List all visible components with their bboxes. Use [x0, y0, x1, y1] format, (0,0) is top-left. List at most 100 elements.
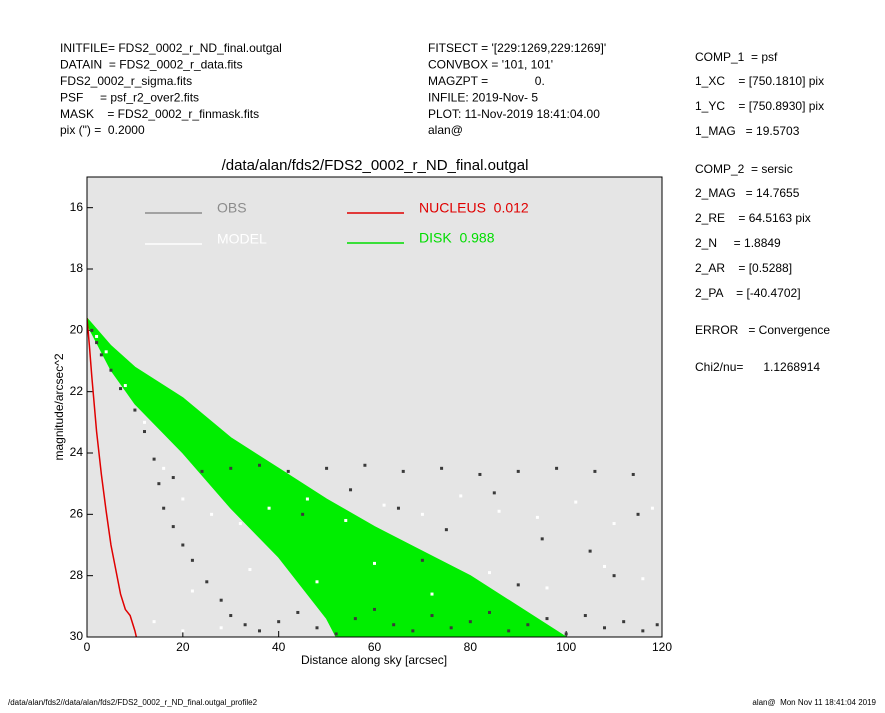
data-point	[258, 629, 261, 633]
data-point	[229, 466, 233, 470]
data-point	[162, 506, 166, 510]
data-point	[190, 558, 194, 562]
data-point	[171, 525, 175, 529]
data-point	[449, 626, 453, 630]
data-point	[162, 466, 166, 470]
fit-parameter: COMP_2 = sersic	[695, 162, 793, 176]
data-point	[334, 632, 338, 636]
y-axis-label: magnitude/arcsec^2	[52, 353, 66, 460]
fit-parameter: 2_AR = [0.5288]	[695, 261, 792, 275]
footer-right: alan@ Mon Nov 11 18:41:04 2019	[752, 698, 876, 707]
data-point	[373, 607, 376, 611]
data-point	[420, 512, 424, 516]
data-point	[219, 626, 223, 630]
fit-parameter: COMP_1 = psf	[695, 50, 778, 64]
y-tick-label: 30	[70, 629, 84, 643]
data-point	[363, 463, 367, 467]
data-point	[392, 623, 396, 627]
header-left-line: INITFILE= FDS2_0002_r_ND_final.outgal	[60, 41, 282, 55]
fit-parameter: ERROR = Convergence	[695, 323, 830, 337]
fit-parameter: Chi2/nu= 1.1268914	[695, 360, 820, 374]
header-middle-line: MAGZPT = 0.	[428, 74, 545, 88]
data-point	[152, 457, 156, 461]
fit-parameter: 2_MAG = 14.7655	[695, 186, 800, 200]
data-point	[526, 623, 530, 627]
data-point	[301, 512, 305, 516]
data-point	[325, 466, 329, 470]
header-left-line: FDS2_0002_r_sigma.fits	[60, 74, 192, 88]
data-point	[540, 537, 544, 541]
data-point	[574, 500, 578, 504]
data-point	[411, 629, 415, 633]
data-point	[488, 571, 491, 575]
legend-label: NUCLEUS 0.012	[419, 200, 529, 216]
data-point	[373, 561, 376, 565]
data-point	[430, 614, 434, 618]
data-point	[545, 586, 549, 590]
data-point	[497, 509, 501, 513]
profile-band	[87, 317, 568, 637]
x-axis-label: Distance along sky [arcsec]	[301, 653, 447, 667]
header-middle-line: INFILE: 2019-Nov- 5	[428, 90, 538, 104]
header-left-line: MASK = FDS2_0002_r_finmask.fits	[60, 107, 259, 121]
data-point	[396, 506, 400, 510]
data-point	[181, 629, 185, 633]
data-point	[109, 368, 113, 372]
data-point	[95, 334, 99, 338]
data-point	[459, 494, 463, 498]
data-point	[181, 543, 185, 547]
fit-parameter: 1_YC = [750.8930] pix	[695, 99, 824, 113]
data-point	[181, 497, 185, 501]
header-left-line: pix (") = 0.2000	[60, 123, 145, 137]
data-point	[603, 564, 606, 568]
data-point	[588, 549, 592, 553]
footer-left: /data/alan/fds2//data/alan/fds2/FDS2_000…	[8, 698, 258, 707]
data-point	[143, 430, 146, 434]
y-tick-label: 26	[70, 507, 84, 521]
profile-line	[87, 318, 138, 637]
data-point	[219, 598, 223, 602]
data-point	[104, 350, 108, 354]
fit-parameter: 2_PA = [-40.4702]	[695, 286, 801, 300]
x-tick-label: 20	[176, 640, 190, 654]
data-point	[90, 328, 94, 332]
x-tick-label: 0	[84, 640, 91, 654]
legend-label: MODEL	[217, 231, 267, 247]
legend-label: OBS	[217, 200, 247, 216]
data-point	[622, 620, 626, 624]
data-point	[444, 528, 448, 532]
data-point	[143, 420, 146, 424]
data-point	[133, 408, 137, 412]
header-left-line: DATAIN = FDS2_0002_r_data.fits	[60, 58, 243, 72]
data-point	[401, 469, 405, 473]
fit-parameter: 2_N = 1.8849	[695, 236, 781, 250]
data-point	[636, 512, 640, 516]
data-point	[631, 472, 635, 476]
data-point	[190, 589, 194, 593]
fit-parameter: 2_RE = 64.5163 pix	[695, 211, 811, 225]
data-point	[200, 469, 204, 473]
data-point	[171, 476, 175, 480]
data-point	[353, 617, 357, 621]
data-point	[277, 620, 281, 624]
data-point	[349, 488, 353, 492]
x-tick-label: 120	[652, 640, 672, 654]
fit-parameter: 1_MAG = 19.5703	[695, 124, 800, 138]
header-middle-line: CONVBOX = '101, 101'	[428, 58, 553, 72]
data-point	[157, 482, 161, 486]
data-point	[382, 503, 386, 507]
data-point	[478, 472, 482, 476]
data-point	[238, 522, 242, 526]
header-middle-line: alan@	[428, 123, 463, 137]
data-point	[205, 580, 209, 584]
x-tick-label: 40	[272, 640, 286, 654]
data-point	[603, 626, 606, 630]
y-tick-label: 18	[70, 261, 84, 275]
legend-label: DISK 0.988	[419, 230, 495, 246]
data-point	[612, 574, 616, 578]
header-middle-line: FITSECT = '[229:1269,229:1269]'	[428, 41, 606, 55]
data-point	[516, 583, 520, 587]
data-point	[248, 568, 252, 572]
data-point	[641, 629, 645, 633]
data-point	[430, 592, 434, 596]
